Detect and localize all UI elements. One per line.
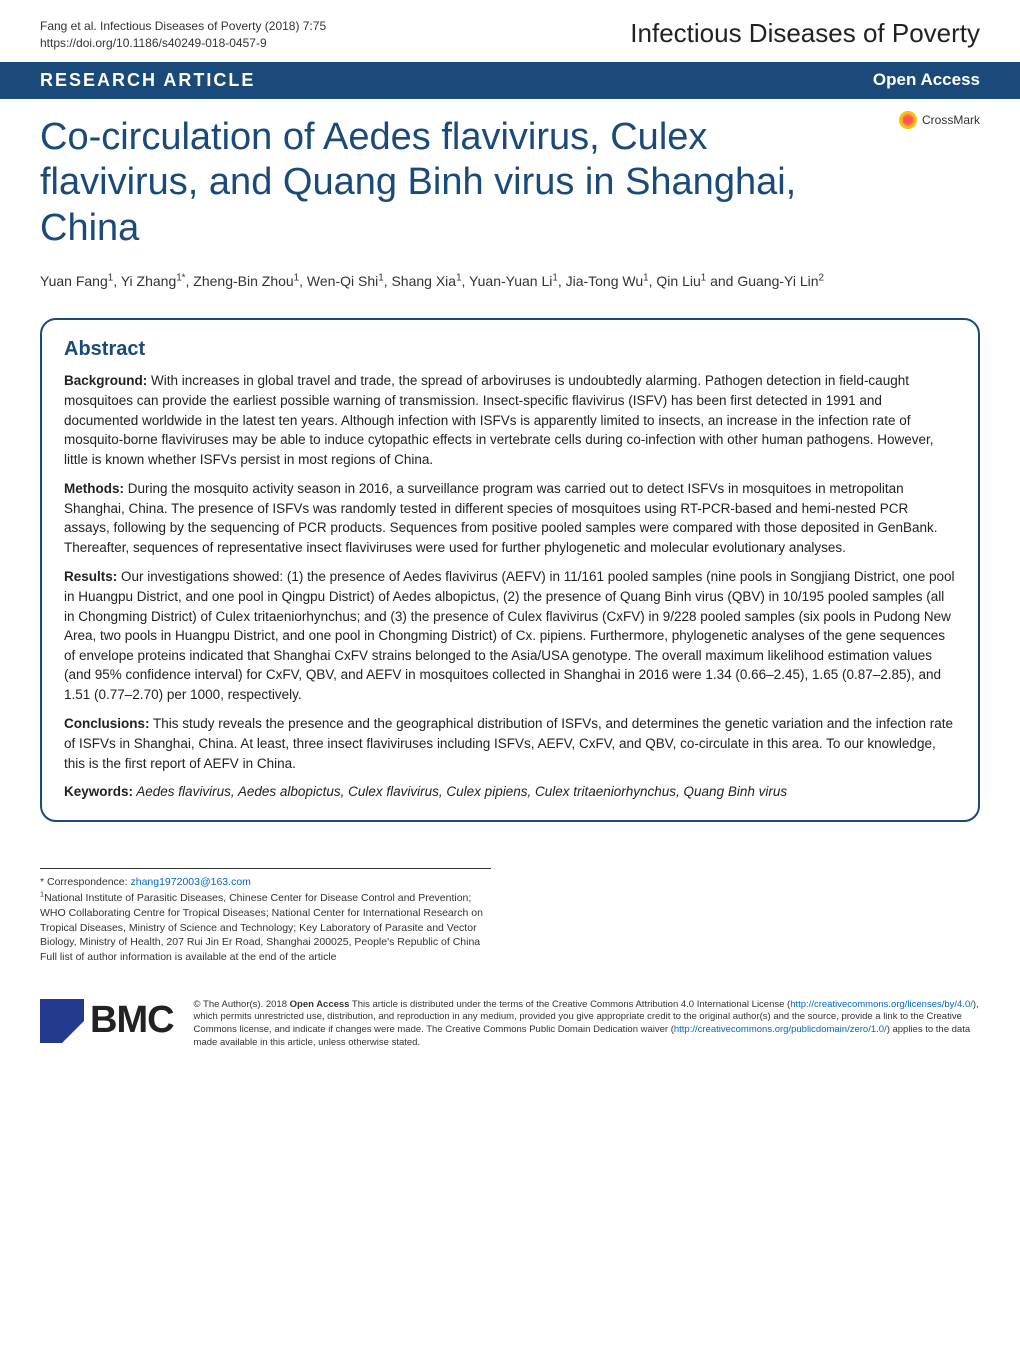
license-link1[interactable]: http://creativecommons.org/licenses/by/4… [790, 999, 973, 1010]
background-text: With increases in global travel and trad… [64, 373, 933, 466]
title-section: CrossMark Co-circulation of Aedes flaviv… [0, 99, 1020, 262]
methods-text: During the mosquito activity season in 2… [64, 481, 938, 555]
license-row: BMC © The Author(s). 2018 Open Access Th… [0, 985, 1020, 1070]
crossmark-badge[interactable]: CrossMark [899, 111, 980, 129]
journal-name: Infectious Diseases of Poverty [630, 18, 980, 49]
conclusions-text: This study reveals the presence and the … [64, 716, 953, 770]
paper-title: Co-circulation of Aedes flavivirus, Cule… [40, 115, 980, 252]
keywords-label: Keywords: [64, 784, 133, 799]
license-before: © The Author(s). 2018 [194, 999, 290, 1010]
bmc-square-icon [40, 999, 84, 1043]
correspondence-block: * Correspondence: zhang1972003@163.com 1… [40, 868, 491, 965]
background-label: Background: [64, 373, 147, 388]
abstract-heading: Abstract [64, 338, 956, 361]
correspondence-email[interactable]: zhang1972003@163.com [130, 876, 250, 888]
crossmark-icon [899, 111, 917, 129]
crossmark-label: CrossMark [922, 113, 980, 127]
results-text: Our investigations showed: (1) the prese… [64, 569, 954, 701]
results-label: Results: [64, 569, 117, 584]
abstract-background: Background: With increases in global tra… [64, 371, 956, 469]
abstract-methods: Methods: During the mosquito activity se… [64, 479, 956, 557]
license-open-access: Open Access [290, 999, 350, 1010]
abstract-keywords: Keywords: Aedes flavivirus, Aedes albopi… [64, 783, 956, 802]
bmc-logo: BMC [40, 999, 174, 1043]
affiliation-text: 1National Institute of Parasitic Disease… [40, 892, 483, 948]
authors-list: Yuan Fang1, Yi Zhang1*, Zheng-Bin Zhou1,… [0, 261, 1020, 302]
footer-area: * Correspondence: zhang1972003@163.com 1… [0, 838, 1020, 985]
abstract-results: Results: Our investigations showed: (1) … [64, 567, 956, 704]
keywords-text: Aedes flavivirus, Aedes albopictus, Cule… [133, 784, 787, 799]
methods-label: Methods: [64, 481, 124, 496]
open-access-label: Open Access [873, 70, 980, 90]
article-type-label: RESEARCH ARTICLE [40, 70, 255, 91]
license-link2[interactable]: http://creativecommons.org/publicdomain/… [674, 1024, 887, 1035]
citation-doi: https://doi.org/10.1186/s40249-018-0457-… [40, 35, 326, 52]
bmc-text: BMC [90, 999, 174, 1042]
citation-line1: Fang et al. Infectious Diseases of Pover… [40, 18, 326, 35]
license-text: © The Author(s). 2018 Open Access This a… [194, 999, 980, 1050]
affiliation-content: National Institute of Parasitic Diseases… [40, 892, 483, 948]
abstract-conclusions: Conclusions: This study reveals the pres… [64, 714, 956, 773]
header-bar: Fang et al. Infectious Diseases of Pover… [0, 0, 1020, 62]
full-list-note: Full list of author information is avail… [40, 951, 337, 963]
conclusions-label: Conclusions: [64, 716, 150, 731]
abstract-box: Abstract Background: With increases in g… [40, 318, 980, 822]
correspondence-star: * Correspondence: [40, 876, 130, 888]
license-mid: This article is distributed under the te… [349, 999, 790, 1010]
article-type-bar: RESEARCH ARTICLE Open Access [0, 62, 1020, 99]
citation-block: Fang et al. Infectious Diseases of Pover… [40, 18, 326, 52]
